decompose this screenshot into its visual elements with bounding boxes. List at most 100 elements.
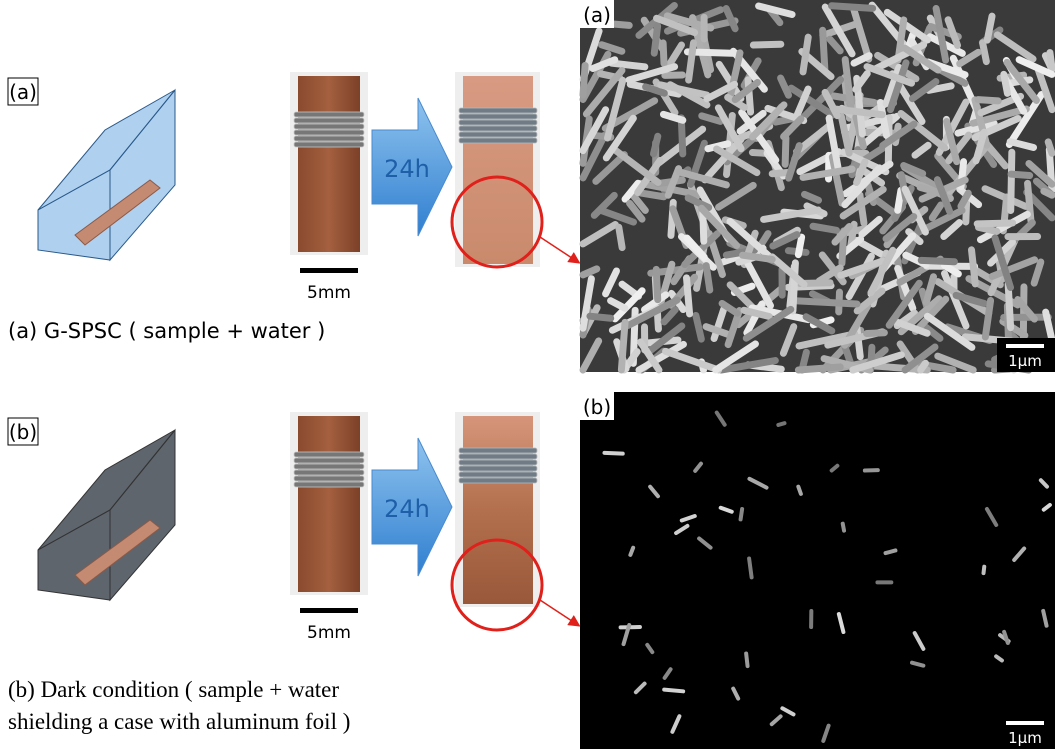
nanorod bbox=[1044, 191, 1052, 195]
nanorod bbox=[867, 333, 885, 334]
nanorod bbox=[793, 263, 795, 311]
nanorod bbox=[656, 269, 657, 299]
wire bbox=[459, 120, 537, 125]
nanorod bbox=[1050, 53, 1052, 68]
wire bbox=[294, 118, 364, 123]
nanorod bbox=[687, 278, 690, 314]
nanorod bbox=[619, 227, 622, 247]
wire bbox=[459, 454, 537, 459]
nanorod bbox=[984, 567, 985, 573]
nanorod bbox=[978, 100, 998, 101]
nanorod bbox=[832, 6, 873, 9]
pointer bbox=[540, 237, 578, 262]
nanorod bbox=[823, 30, 825, 69]
copper bbox=[463, 416, 533, 604]
wire bbox=[459, 138, 537, 143]
nanorod bbox=[1011, 152, 1012, 210]
sem-label: (b) bbox=[583, 395, 611, 419]
nanorod bbox=[983, 43, 987, 62]
wire bbox=[294, 476, 364, 481]
wire bbox=[459, 460, 537, 465]
nanorod bbox=[978, 227, 996, 231]
sem-label: (a) bbox=[583, 3, 611, 27]
nanorod bbox=[743, 255, 773, 259]
nanorod bbox=[772, 173, 787, 174]
nanorod bbox=[921, 260, 954, 261]
wire bbox=[294, 124, 364, 129]
nanorod bbox=[1011, 174, 1030, 175]
nanorod bbox=[797, 301, 857, 304]
nanorod bbox=[663, 43, 664, 64]
wire bbox=[294, 482, 364, 487]
copper bbox=[463, 76, 533, 264]
panel-label: (b) bbox=[9, 420, 37, 444]
pointer bbox=[540, 600, 578, 625]
sem-scale-text: 1μm bbox=[1008, 729, 1042, 747]
nanorod bbox=[612, 63, 645, 67]
scale-bar bbox=[300, 608, 358, 613]
nanorod bbox=[604, 453, 622, 454]
copper bbox=[298, 76, 360, 252]
nanorod bbox=[741, 509, 743, 519]
nanorod bbox=[971, 250, 975, 284]
nanorod bbox=[886, 550, 896, 553]
arrow-text: 24h bbox=[384, 155, 430, 183]
wire bbox=[294, 458, 364, 463]
nanorod bbox=[898, 190, 901, 210]
wire bbox=[459, 132, 537, 137]
wire bbox=[294, 464, 364, 469]
caption: shielding a case with aluminum foil ) bbox=[8, 709, 350, 734]
wire bbox=[459, 448, 537, 453]
nanorod bbox=[706, 266, 710, 290]
nanorod bbox=[753, 44, 780, 45]
scale-bar bbox=[300, 268, 358, 273]
nanorod bbox=[798, 487, 801, 494]
wire bbox=[294, 112, 364, 117]
nanorod bbox=[1004, 74, 1008, 93]
wire bbox=[459, 126, 537, 131]
wire bbox=[294, 136, 364, 141]
wire bbox=[294, 470, 364, 475]
caption: (b) Dark condition ( sample + water bbox=[8, 677, 339, 702]
wire bbox=[294, 452, 364, 457]
wire bbox=[294, 130, 364, 135]
nanorod bbox=[590, 316, 611, 318]
sem-scale-bar bbox=[1006, 721, 1044, 725]
nanorod bbox=[798, 367, 840, 370]
caption: (a) G-SPSC ( sample + water ) bbox=[8, 319, 325, 343]
wire bbox=[459, 114, 537, 119]
sem-scale-bar bbox=[1006, 344, 1044, 348]
nanorod bbox=[630, 548, 633, 555]
nanorod bbox=[798, 237, 801, 254]
copper bbox=[298, 416, 360, 592]
scale-text: 5mm bbox=[307, 283, 351, 303]
nanorod bbox=[785, 138, 786, 164]
sem-scale-text: 1μm bbox=[1008, 352, 1042, 370]
wire bbox=[294, 142, 364, 147]
panel-label: (a) bbox=[9, 80, 37, 104]
wire bbox=[459, 478, 537, 483]
nanorod bbox=[621, 322, 625, 370]
nanorod bbox=[654, 26, 657, 53]
nanorod bbox=[843, 524, 844, 531]
nanorod bbox=[921, 363, 926, 370]
nanorod bbox=[583, 65, 585, 95]
arrow-text: 24h bbox=[384, 495, 430, 523]
nanorod bbox=[749, 559, 752, 578]
figure: (a) 5mm 24h (a) G-SPSC ( sample + water ) (a… bbox=[0, 0, 1055, 749]
wire bbox=[459, 466, 537, 471]
wire bbox=[459, 472, 537, 477]
scale-text: 5mm bbox=[307, 623, 351, 643]
nanorod bbox=[689, 43, 694, 80]
nanorod bbox=[703, 212, 704, 241]
nanorod bbox=[813, 226, 836, 230]
wire bbox=[459, 108, 537, 113]
nanorod bbox=[778, 423, 784, 425]
nanorod bbox=[857, 327, 861, 357]
nanorod bbox=[654, 136, 658, 154]
nanorod bbox=[746, 654, 747, 667]
nanorod bbox=[664, 690, 683, 692]
nanorod bbox=[1048, 142, 1052, 153]
nanorod bbox=[987, 16, 992, 40]
nanorod bbox=[977, 223, 1012, 224]
